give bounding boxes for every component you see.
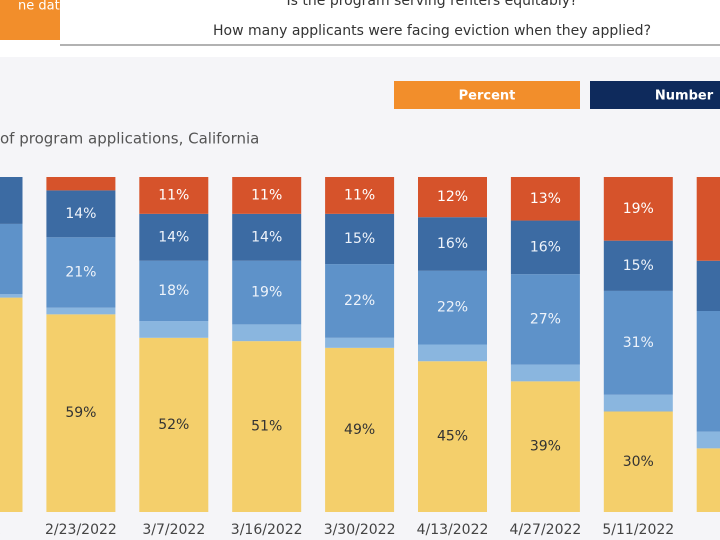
- bar-segment: [325, 264, 395, 338]
- number-toggle-label[interactable]: Number: [655, 89, 714, 104]
- x-tick-label: 4/13/2022: [417, 522, 489, 538]
- data-label: 22%: [437, 300, 468, 316]
- bar-segment: [325, 177, 395, 214]
- bar-segment: [696, 177, 720, 261]
- bar-segment: [139, 321, 209, 338]
- x-tick-label: 022: [0, 522, 1, 538]
- bar-segment: [696, 311, 720, 432]
- bar-segment: [325, 347, 395, 512]
- data-label: 11%: [251, 187, 282, 203]
- data-label: 45%: [437, 429, 468, 445]
- bar-segment: [139, 337, 209, 512]
- percent-toggle-label[interactable]: Percent: [459, 89, 516, 104]
- bar-segment: [603, 290, 673, 395]
- x-tick-label: 3/16/2022: [231, 522, 303, 538]
- page-title: Is the program serving renters equitably…: [287, 0, 578, 9]
- page-subtitle: How many applicants were facing eviction…: [213, 23, 651, 39]
- data-label: 51%: [251, 419, 282, 435]
- bar-segment: [603, 394, 673, 412]
- x-tick-label: 4/27/2022: [510, 522, 582, 538]
- data-label: 21%: [65, 264, 96, 280]
- bar-segment: [325, 213, 395, 265]
- data-label: 16%: [437, 236, 468, 252]
- data-label: 16%: [530, 239, 561, 255]
- data-button[interactable]: [0, 0, 60, 40]
- bar-segment: [603, 177, 673, 241]
- data-label: 49%: [344, 422, 375, 438]
- data-label: 52%: [158, 417, 189, 433]
- data-label: 15%: [344, 231, 375, 247]
- bar-segment: [0, 294, 23, 298]
- x-tick-label: 5/11/2022: [602, 522, 674, 538]
- x-tick-label: 2/23/2022: [45, 522, 117, 538]
- bar-segment: [46, 177, 116, 191]
- data-label: 39%: [530, 439, 561, 455]
- bar-segment: [418, 177, 487, 218]
- bar-segment: [510, 381, 580, 512]
- bar-segment: [46, 190, 116, 238]
- x-tick-label: 3/7/2022: [142, 522, 205, 538]
- bar-segment: [46, 307, 116, 315]
- data-label: 14%: [65, 206, 96, 222]
- chart-title: of program applications, California: [0, 130, 259, 148]
- bar-segment: [696, 448, 720, 512]
- data-label: 13%: [530, 191, 561, 207]
- bar-segment: [139, 177, 209, 214]
- bar-segment: [418, 344, 487, 362]
- bar-segment: [139, 213, 209, 261]
- data-label: 30%: [623, 454, 654, 470]
- bar-segment: [603, 240, 673, 291]
- bar-segment: [418, 361, 487, 512]
- data-label: 15%: [623, 258, 654, 274]
- data-label: 11%: [344, 187, 375, 203]
- bar-segment: [0, 177, 23, 224]
- data-label: 22%: [344, 293, 375, 309]
- bar-segment: [139, 260, 209, 322]
- bar-segment: [232, 341, 302, 512]
- data-label: 12%: [437, 189, 468, 205]
- data-label: 14%: [251, 229, 282, 245]
- bar-segment: [325, 337, 395, 348]
- bar-segment: [696, 260, 720, 311]
- bar-segment: [46, 237, 116, 308]
- bar-segment: [0, 297, 23, 512]
- bar-segment: [46, 314, 116, 512]
- bar-segment: [232, 324, 302, 342]
- x-tick-label: 3/30/2022: [324, 522, 396, 538]
- bar-segment: [510, 177, 580, 221]
- bar-segment: [510, 220, 580, 275]
- bar-segment: [0, 223, 23, 295]
- bar-segment: [510, 274, 580, 365]
- data-label: 59%: [65, 405, 96, 421]
- data-label: 27%: [530, 311, 561, 327]
- bar-segment: [232, 260, 302, 325]
- bar-segment: [603, 411, 673, 512]
- bar-segment: [510, 364, 580, 382]
- bar-segment: [418, 270, 487, 345]
- bar-segment: [232, 177, 302, 214]
- data-label: 19%: [251, 285, 282, 301]
- data-label: 18%: [158, 283, 189, 299]
- data-label: 31%: [623, 335, 654, 351]
- data-label: 19%: [623, 201, 654, 217]
- percent-toggle[interactable]: [394, 81, 580, 109]
- bar-segment: [232, 213, 302, 261]
- number-toggle[interactable]: [590, 81, 720, 109]
- bar-segment: [418, 217, 487, 271]
- bar-segment: [696, 431, 720, 449]
- data-label: 11%: [158, 187, 189, 203]
- data-label: 14%: [158, 229, 189, 245]
- data-button-label[interactable]: ne data: [18, 0, 68, 14]
